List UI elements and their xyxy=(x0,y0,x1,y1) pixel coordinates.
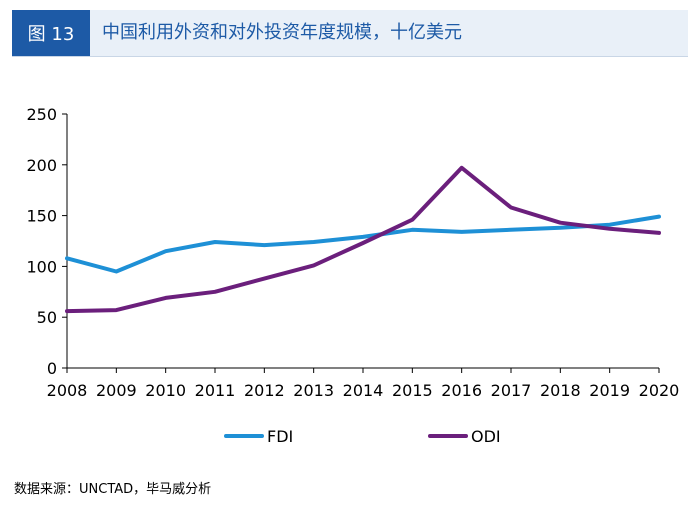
x-tick-label: 2008 xyxy=(47,381,88,400)
y-tick-label: 200 xyxy=(26,156,57,175)
x-tick-label: 2020 xyxy=(639,381,680,400)
x-tick-label: 2009 xyxy=(96,381,137,400)
y-tick-label: 250 xyxy=(26,105,57,124)
x-tick-label: 2015 xyxy=(392,381,433,400)
x-tick-label: 2019 xyxy=(589,381,630,400)
y-tick-label: 150 xyxy=(26,207,57,226)
x-tick-label: 2016 xyxy=(441,381,482,400)
x-tick-label: 2018 xyxy=(540,381,581,400)
x-tick-label: 2012 xyxy=(244,381,285,400)
axes: 0 50 100 150 200 250 2008 2009 2010 2011 2012 2013 2… xyxy=(26,105,679,400)
x-tick-label: 2011 xyxy=(195,381,236,400)
series-lines xyxy=(65,165,661,314)
x-tick-label: 2017 xyxy=(491,381,532,400)
figure-title: 中国利用外资和对外投资年度规模，十亿美元 xyxy=(102,22,462,43)
legend: FDI ODI xyxy=(224,427,501,446)
series-line-odi xyxy=(65,165,661,314)
figure-header: 图 13 中国利用外资和对外投资年度规模，十亿美元 xyxy=(12,10,688,57)
x-tick-label: 2010 xyxy=(145,381,186,400)
source-note: 数据来源：UNCTAD，毕马威分析 xyxy=(14,482,212,497)
x-tick-label: 2014 xyxy=(343,381,384,400)
legend-label-fdi: FDI xyxy=(267,427,293,446)
y-tick-label: 50 xyxy=(37,308,57,327)
y-tick-label: 100 xyxy=(26,257,57,276)
legend-label-odi: ODI xyxy=(471,427,501,446)
line-chart: 0 50 100 150 200 250 2008 2009 2010 2011 2012 2013 2… xyxy=(26,105,679,446)
figure-number-badge: 图 13 xyxy=(12,10,90,56)
y-tick-label: 0 xyxy=(47,359,57,378)
x-tick-label: 2013 xyxy=(293,381,334,400)
